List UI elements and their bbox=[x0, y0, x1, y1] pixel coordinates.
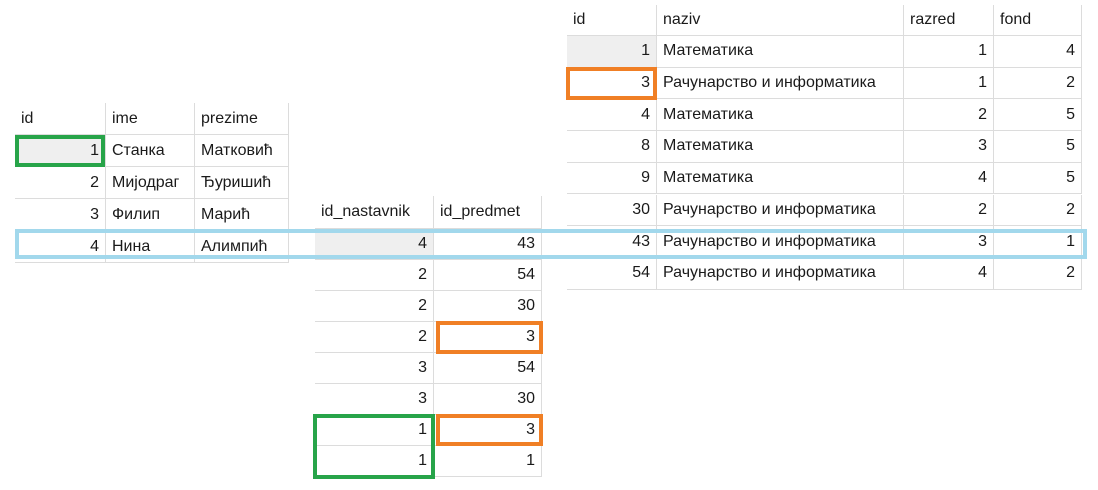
predmet-cell-razred: 2 bbox=[904, 99, 994, 132]
nastavnik-cell-id: 3 bbox=[15, 199, 106, 231]
predmet-row: 1 Математика 1 4 bbox=[567, 36, 1082, 68]
predaje-row: 2 54 bbox=[315, 260, 542, 291]
predmet-cell-naziv: Математика bbox=[657, 36, 904, 68]
nastavnik-header-prezime: prezime bbox=[195, 103, 289, 135]
nastavnik-cell-id: 4 bbox=[15, 231, 106, 263]
nastavnik-cell-id: 2 bbox=[15, 167, 106, 199]
predmet-cell-fond: 2 bbox=[994, 67, 1082, 100]
predaje-row: 3 54 bbox=[315, 353, 542, 384]
nastavnik-cell-prezime: Алимпић bbox=[195, 231, 289, 263]
predmet-header-razred: razred bbox=[904, 5, 994, 36]
predmet-cell-naziv: Математика bbox=[657, 162, 904, 195]
predmet-cell-id: 43 bbox=[567, 226, 657, 258]
nastavnik-cell-ime: Станка bbox=[106, 135, 195, 167]
predaje-cell-id-predmet: 54 bbox=[434, 353, 542, 384]
nastavnik-header-id: id bbox=[15, 103, 106, 135]
predmet-cell-fond: 1 bbox=[994, 226, 1082, 258]
nastavnik-cell-prezime: Марић bbox=[195, 199, 289, 231]
predmet-row: 43 Рачунарство и информатика 3 1 bbox=[567, 226, 1082, 258]
nastavnik-header-ime: ime bbox=[106, 103, 195, 135]
predaje-cell-id-nastavnik: 1 bbox=[315, 446, 434, 477]
predmet-cell-id: 54 bbox=[567, 257, 657, 290]
predaje-row: 2 30 bbox=[315, 291, 542, 322]
predaje-header-id-predmet: id_predmet bbox=[434, 196, 542, 229]
predmet-cell-fond: 2 bbox=[994, 194, 1082, 227]
predmet-table: id naziv razred fond 1 Математика 1 4 3 Рачунарст… bbox=[567, 5, 1082, 290]
predaje-cell-id-predmet: 43 bbox=[434, 229, 542, 260]
nastavnik-table: id ime prezime 1 Станка Матковић 2 Мијодраг Ђури… bbox=[15, 103, 289, 263]
nastavnik-row: 4 Нина Алимпић bbox=[15, 231, 289, 263]
predmet-cell-id: 4 bbox=[567, 99, 657, 132]
predaje-cell-id-nastavnik: 2 bbox=[315, 260, 434, 291]
predmet-header-row: id naziv razred fond bbox=[567, 5, 1082, 36]
predmet-cell-id: 1 bbox=[567, 36, 657, 68]
predmet-cell-id: 30 bbox=[567, 194, 657, 227]
predmet-row: 54 Рачунарство и информатика 4 2 bbox=[567, 257, 1082, 290]
predmet-cell-naziv: Рачунарство и информатика bbox=[657, 194, 904, 227]
predaje-cell-id-nastavnik: 1 bbox=[315, 415, 434, 446]
predaje-table: id_nastavnik id_predmet 4 43 2 54 2 30 2 3 3 54 3 30 1… bbox=[315, 196, 542, 477]
predmet-cell-naziv: Рачунарство и информатика bbox=[657, 67, 904, 100]
predaje-cell-id-predmet: 3 bbox=[434, 322, 542, 353]
predaje-cell-id-nastavnik: 2 bbox=[315, 291, 434, 322]
predaje-cell-id-nastavnik: 2 bbox=[315, 322, 434, 353]
nastavnik-cell-ime: Мијодраг bbox=[106, 167, 195, 199]
nastavnik-row: 2 Мијодраг Ђуришић bbox=[15, 167, 289, 199]
predaje-cell-id-predmet: 30 bbox=[434, 384, 542, 415]
predaje-header-id-nastavnik: id_nastavnik bbox=[315, 196, 434, 229]
predaje-row: 4 43 bbox=[315, 229, 542, 260]
predmet-header-naziv: naziv bbox=[657, 5, 904, 36]
predmet-cell-fond: 2 bbox=[994, 257, 1082, 290]
predmet-cell-fond: 5 bbox=[994, 162, 1082, 195]
predmet-cell-razred: 3 bbox=[904, 226, 994, 258]
predaje-cell-id-nastavnik: 3 bbox=[315, 384, 434, 415]
predmet-cell-razred: 1 bbox=[904, 36, 994, 68]
nastavnik-header-row: id ime prezime bbox=[15, 103, 289, 135]
nastavnik-cell-prezime: Матковић bbox=[195, 135, 289, 167]
nastavnik-cell-ime: Филип bbox=[106, 199, 195, 231]
nastavnik-cell-prezime: Ђуришић bbox=[195, 167, 289, 199]
predmet-cell-razred: 2 bbox=[904, 194, 994, 227]
predmet-cell-razred: 1 bbox=[904, 67, 994, 100]
predmet-cell-razred: 4 bbox=[904, 257, 994, 290]
predmet-cell-razred: 3 bbox=[904, 131, 994, 163]
predaje-cell-id-predmet: 3 bbox=[434, 415, 542, 446]
nastavnik-cell-id: 1 bbox=[15, 135, 106, 167]
predaje-cell-id-predmet: 1 bbox=[434, 446, 542, 477]
predmet-header-fond: fond bbox=[994, 5, 1082, 36]
predmet-cell-fond: 5 bbox=[994, 99, 1082, 132]
predaje-cell-id-nastavnik: 4 bbox=[315, 229, 434, 260]
predmet-cell-naziv: Рачунарство и информатика bbox=[657, 257, 904, 290]
predmet-cell-naziv: Математика bbox=[657, 99, 904, 132]
predmet-cell-naziv: Математика bbox=[657, 131, 904, 163]
predmet-cell-razred: 4 bbox=[904, 162, 994, 195]
predmet-cell-id: 3 bbox=[567, 67, 657, 100]
predaje-cell-id-nastavnik: 3 bbox=[315, 353, 434, 384]
predaje-row: 3 30 bbox=[315, 384, 542, 415]
predaje-header-row: id_nastavnik id_predmet bbox=[315, 196, 542, 229]
predmet-row: 3 Рачунарство и информатика 1 2 bbox=[567, 67, 1082, 100]
nastavnik-row: 3 Филип Марић bbox=[15, 199, 289, 231]
predmet-row: 30 Рачунарство и информатика 2 2 bbox=[567, 194, 1082, 227]
predmet-row: 8 Математика 3 5 bbox=[567, 131, 1082, 163]
predaje-cell-id-predmet: 54 bbox=[434, 260, 542, 291]
predmet-cell-naziv: Рачунарство и информатика bbox=[657, 226, 904, 258]
predmet-row: 4 Математика 2 5 bbox=[567, 99, 1082, 132]
predmet-cell-fond: 4 bbox=[994, 36, 1082, 68]
predaje-cell-id-predmet: 30 bbox=[434, 291, 542, 322]
predmet-header-id: id bbox=[567, 5, 657, 36]
nastavnik-cell-ime: Нина bbox=[106, 231, 195, 263]
nastavnik-row: 1 Станка Матковић bbox=[15, 135, 289, 167]
predmet-cell-id: 8 bbox=[567, 131, 657, 163]
predmet-cell-fond: 5 bbox=[994, 131, 1082, 163]
predmet-row: 9 Математика 4 5 bbox=[567, 162, 1082, 195]
predmet-cell-id: 9 bbox=[567, 162, 657, 195]
